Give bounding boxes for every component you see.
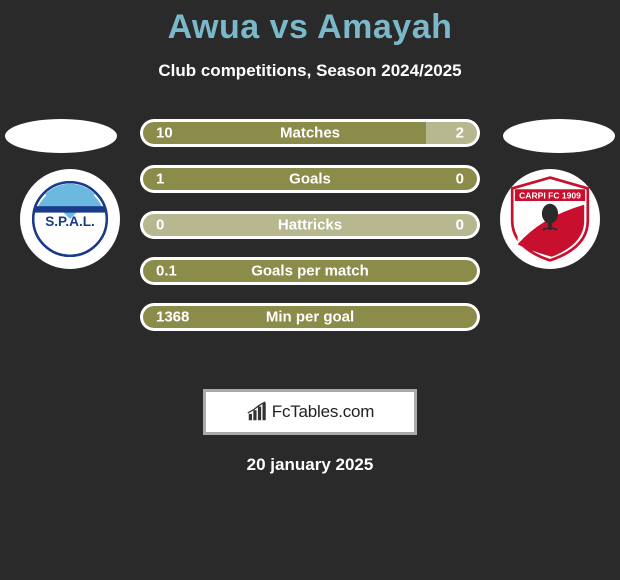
stat-value-right: 2: [456, 125, 464, 142]
spal-text: S.P.A.L.: [45, 214, 95, 229]
stat-row: Goals 1 0: [140, 165, 480, 193]
carpi-banner-text: CARPI FC 1909: [519, 190, 581, 200]
stat-value-left: 1368: [156, 309, 189, 326]
stat-value-left: 0.1: [156, 263, 177, 280]
comparison-area: S.P.A.L. CARPI FC 1909 Matches102Goals10…: [0, 119, 620, 379]
page-title: Awua vs Amayah: [0, 0, 620, 47]
bar-chart-icon: [246, 401, 268, 423]
spal-logo-icon: S.P.A.L.: [30, 179, 110, 259]
stat-bar-right: [426, 119, 480, 147]
stat-row: Matches 10 2: [140, 119, 480, 147]
stat-value-left: 10: [156, 125, 173, 142]
comparison-infographic: Awua vs Amayah Club competitions, Season…: [0, 0, 620, 580]
brand-text: FcTables.com: [272, 402, 374, 422]
stat-label: Goals: [289, 171, 331, 188]
stat-value-right: 0: [456, 171, 464, 188]
stat-rows: Matches102Goals10Hattricks00Goals per ma…: [140, 119, 480, 349]
player-photo-right-placeholder: [503, 119, 615, 153]
stat-row: Hattricks 0 0: [140, 211, 480, 239]
date-line: 20 january 2025: [0, 455, 620, 475]
stat-label: Goals per match: [251, 263, 369, 280]
stat-row: Min per goal 1368: [140, 303, 480, 331]
stat-label: Hattricks: [278, 217, 342, 234]
spal-crest: S.P.A.L.: [20, 169, 120, 269]
carpi-crest: CARPI FC 1909: [500, 169, 600, 269]
brand-box[interactable]: FcTables.com: [203, 389, 417, 435]
stat-row: Goals per match 0.1: [140, 257, 480, 285]
stat-value-left: 0: [156, 217, 164, 234]
stat-label: Min per goal: [266, 309, 354, 326]
carpi-logo-icon: CARPI FC 1909: [505, 174, 595, 264]
stat-value-right: 0: [456, 217, 464, 234]
stat-label: Matches: [280, 125, 340, 142]
subtitle: Club competitions, Season 2024/2025: [0, 61, 620, 81]
player-photo-left-placeholder: [5, 119, 117, 153]
stat-value-left: 1: [156, 171, 164, 188]
